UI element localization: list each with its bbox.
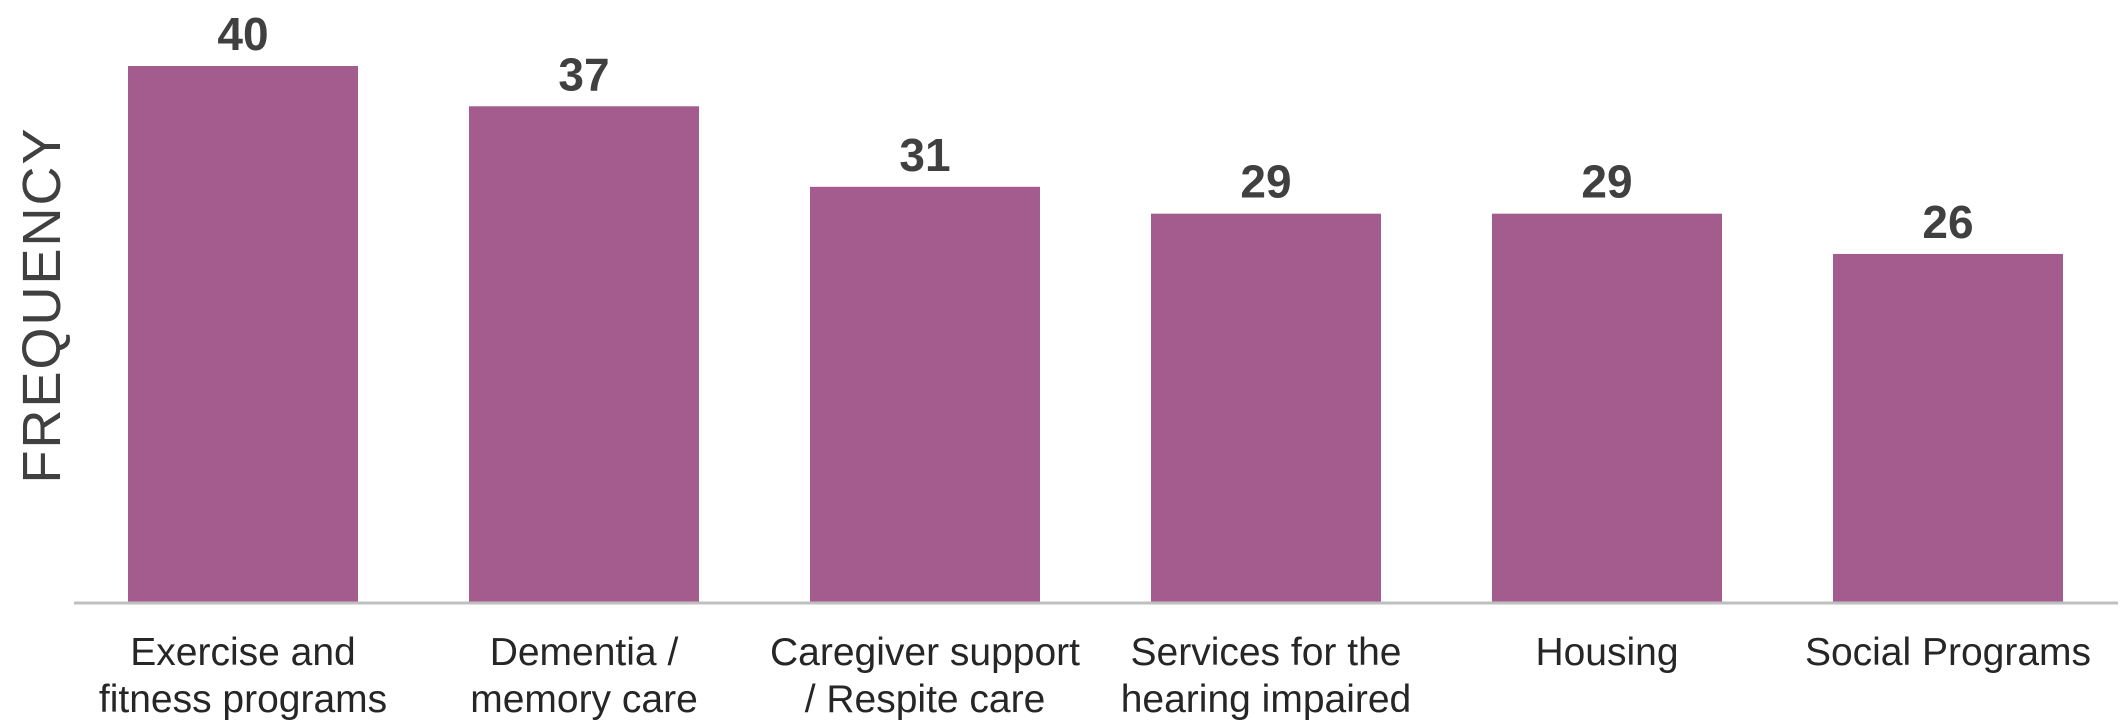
value-label-4: 29 [1581, 156, 1632, 208]
category-label-line: Exercise and [130, 631, 355, 674]
category-label-1: Dementia / memory care [470, 631, 698, 721]
category-label-3: Services for the hearing impaired [1121, 631, 1412, 721]
bar-1 [469, 106, 699, 604]
category-label-0: Exercise and fitness programs [99, 631, 387, 721]
value-label-5: 26 [1922, 196, 1973, 248]
category-label-line: Social Programs [1805, 631, 2091, 674]
bar-0 [128, 66, 358, 603]
category-label-line: Housing [1535, 631, 1678, 674]
category-label-line: / Respite care [805, 678, 1046, 721]
category-label-line: Services for the [1131, 631, 1402, 674]
bars-group [128, 66, 2063, 604]
y-axis-label: FREQUENCY [12, 126, 72, 483]
category-label-line: fitness programs [99, 678, 387, 721]
bar-3 [1151, 213, 1381, 604]
value-labels-group: 40 37 31 29 29 26 [217, 8, 1973, 248]
bar-4 [1492, 213, 1722, 604]
bar-5 [1833, 253, 2063, 603]
value-label-3: 29 [1240, 156, 1291, 208]
value-label-1: 37 [558, 48, 609, 100]
value-label-2: 31 [899, 129, 950, 181]
category-labels-group: Exercise and fitness programs Dementia / me… [99, 631, 2091, 721]
bar-2 [810, 186, 1040, 603]
category-label-line: hearing impaired [1121, 678, 1412, 721]
category-label-line: Caregiver support [770, 631, 1080, 674]
category-label-5: Social Programs [1805, 631, 2091, 674]
category-label-line: memory care [470, 678, 698, 721]
value-label-0: 40 [217, 8, 268, 60]
category-label-4: Housing [1535, 631, 1678, 674]
category-label-2: Caregiver support / Respite care [770, 631, 1080, 721]
category-label-line: Dementia / [490, 631, 679, 674]
